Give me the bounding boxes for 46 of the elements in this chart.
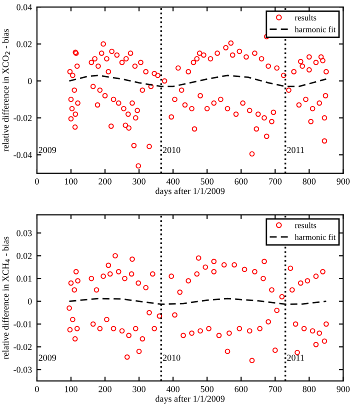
annotation: 2009 — [38, 146, 56, 154]
y-tick-label: 0.03 — [16, 230, 32, 236]
x-tick-label: 400 — [166, 178, 180, 184]
y-tick-label: 0 — [28, 78, 32, 84]
legend-label: harmonic fit — [294, 234, 336, 240]
x-tick-label: 200 — [98, 178, 112, 184]
y-tick-label: 0.02 — [16, 252, 32, 260]
x-tick-label: 700 — [268, 178, 282, 184]
y-tick-label: -0.01 — [14, 321, 32, 328]
legend-label: results — [294, 222, 316, 228]
y-tick-label: 0.02 — [16, 41, 32, 48]
x-tick-label: 900 — [336, 386, 350, 392]
annotation: 2009 — [38, 354, 56, 361]
legend-label: results — [294, 14, 316, 20]
x-tick-label: 900 — [336, 178, 350, 184]
y-tick-label: -0.02 — [14, 344, 32, 350]
y-tick-label: 0.04 — [16, 4, 32, 10]
y-tick-label: -0.04 — [14, 152, 32, 158]
x-tick-label: 600 — [234, 178, 248, 184]
x-tick-label: 400 — [166, 386, 180, 392]
x-tick-label: 300 — [132, 386, 146, 392]
x-axis-title: days after 1/1/2009 — [156, 395, 225, 404]
y-axis-title: relative difference in XCO$_{2}$ - bias — [2, 29, 10, 152]
annotation: 2011 — [287, 146, 304, 154]
x-axis-title: days after 1/1/2009 — [156, 188, 225, 196]
x-tick-label: 800 — [302, 386, 316, 392]
x-tick-label: 600 — [234, 386, 248, 392]
annotation: 2011 — [287, 354, 304, 361]
x-tick-label: 500 — [200, 386, 214, 392]
x-tick-label: 100 — [65, 178, 78, 184]
y-tick-label: -0.03 — [14, 366, 32, 373]
x-tick-label: 700 — [268, 386, 282, 392]
x-tick-label: 500 — [200, 178, 214, 184]
x-tick-label: 100 — [65, 386, 78, 392]
y-tick-label: 0.01 — [16, 276, 32, 282]
x-tick-label: 800 — [302, 178, 316, 184]
x-tick-label: 200 — [98, 386, 112, 392]
legend-label: harmonic fit — [294, 26, 336, 32]
x-tick-label: 0 — [35, 386, 39, 392]
x-tick-label: 0 — [35, 178, 39, 184]
annotation: 2010 — [162, 354, 180, 361]
annotation: 2010 — [162, 146, 180, 154]
y-tick-label: -0.02 — [14, 114, 32, 122]
y-axis-title: relative difference in XCH$_{4}$ - bias — [2, 236, 10, 360]
x-tick-label: 300 — [132, 178, 146, 184]
y-tick-label: 0 — [28, 298, 32, 305]
